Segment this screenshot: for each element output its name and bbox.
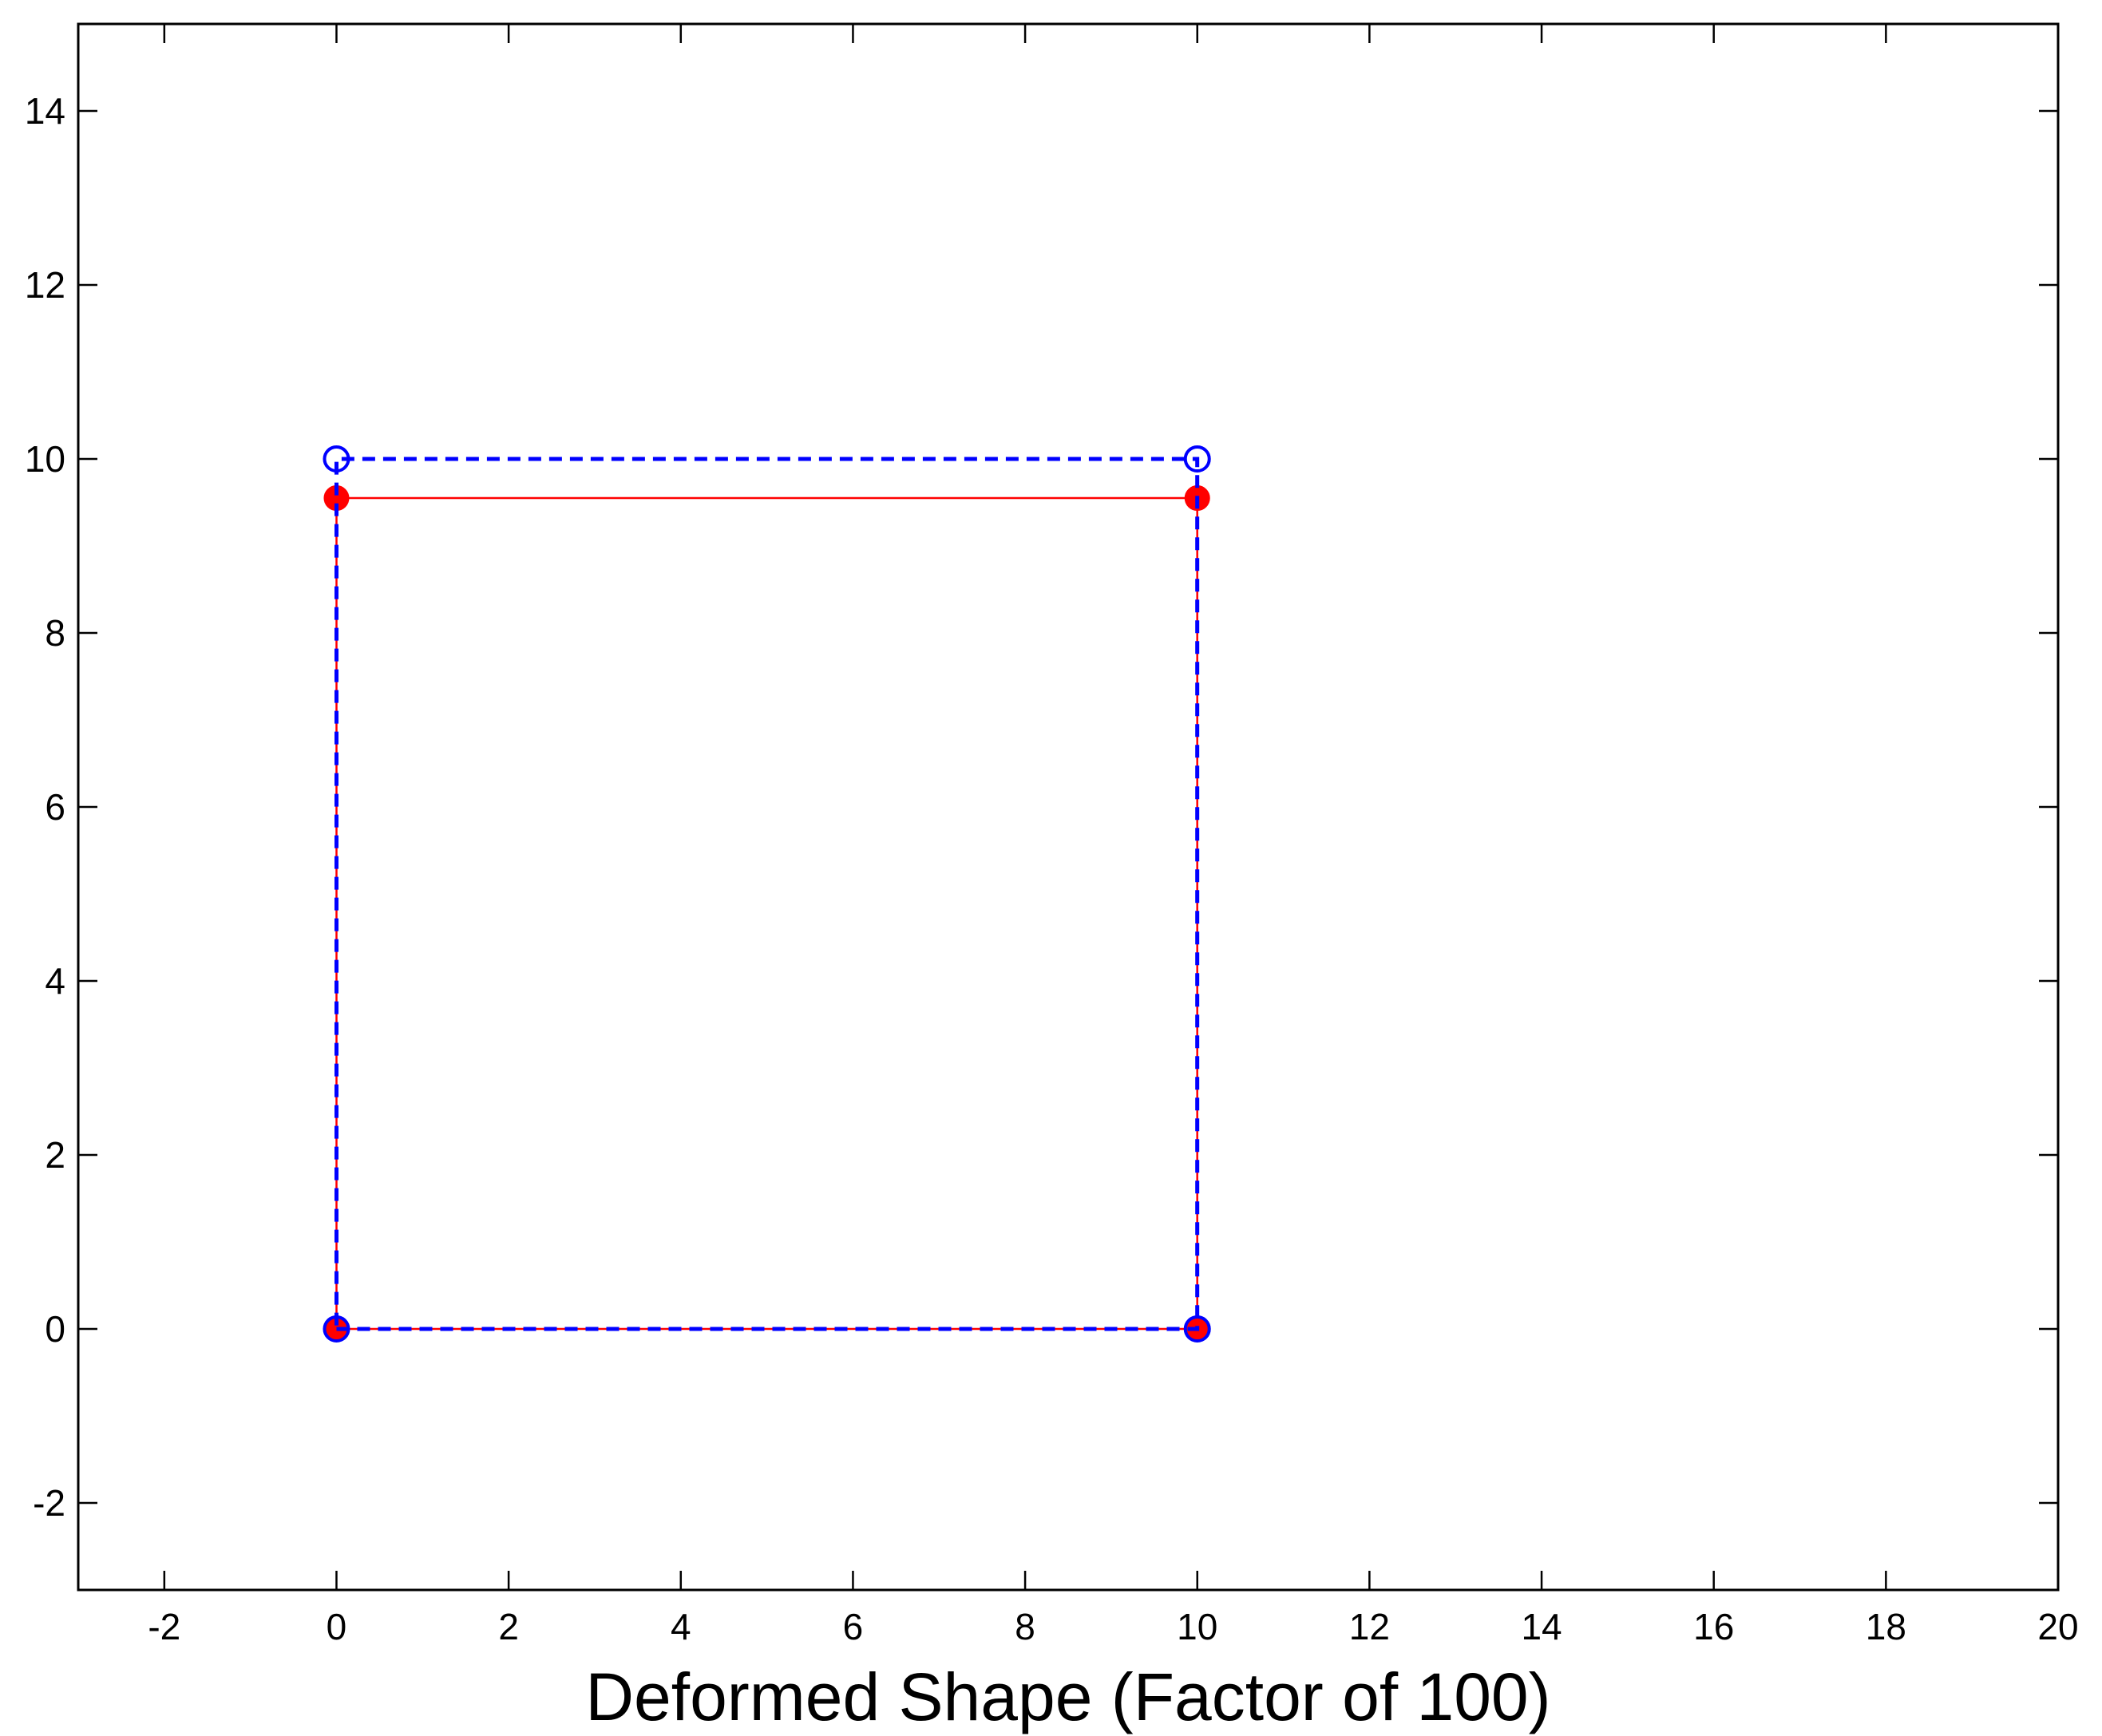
y-tick-label: 12 [25, 264, 65, 306]
node-marker-open [323, 1315, 350, 1343]
x-tick-label: 18 [1866, 1606, 1906, 1647]
y-tick-label: -2 [33, 1482, 65, 1524]
y-tick-label: 2 [45, 1134, 65, 1176]
node-marker-open [323, 445, 350, 473]
x-tick-label: 10 [1177, 1606, 1217, 1647]
x-tick-label: 16 [1693, 1606, 1734, 1647]
x-axis-label: Deformed Shape (Factor of 100) [585, 1659, 1550, 1734]
y-tick-label: 6 [45, 786, 65, 828]
x-tick-label: 12 [1349, 1606, 1390, 1647]
x-tick-label: 20 [2037, 1606, 2078, 1647]
node-marker-open [1183, 1315, 1211, 1343]
plot-area [77, 22, 2060, 1592]
y-tick-label: 4 [45, 960, 65, 1002]
x-tick-label: 14 [1521, 1606, 1562, 1647]
node-marker-open [1183, 445, 1211, 473]
series-dashed [323, 445, 1211, 1343]
series-layer [323, 445, 1211, 1343]
x-tick-label: 8 [1015, 1606, 1035, 1647]
x-tick-label: 6 [843, 1606, 864, 1647]
y-tick-label: 0 [45, 1308, 65, 1350]
x-tick-label: 2 [498, 1606, 519, 1647]
y-tick-label: 8 [45, 612, 65, 654]
x-tick-label: 4 [671, 1606, 691, 1647]
x-axis-ticks: -2 0 2 4 6 8 10 12 14 16 18 20 [148, 24, 2079, 1647]
y-axis-ticks: -2 0 2 4 6 8 10 12 14 [25, 90, 2058, 1524]
series-line-dashed [334, 457, 1200, 1331]
x-tick-label: -2 [148, 1606, 180, 1647]
y-tick-label: 14 [25, 90, 65, 132]
x-tick-label: 0 [327, 1606, 347, 1647]
y-tick-label: 10 [25, 438, 65, 480]
